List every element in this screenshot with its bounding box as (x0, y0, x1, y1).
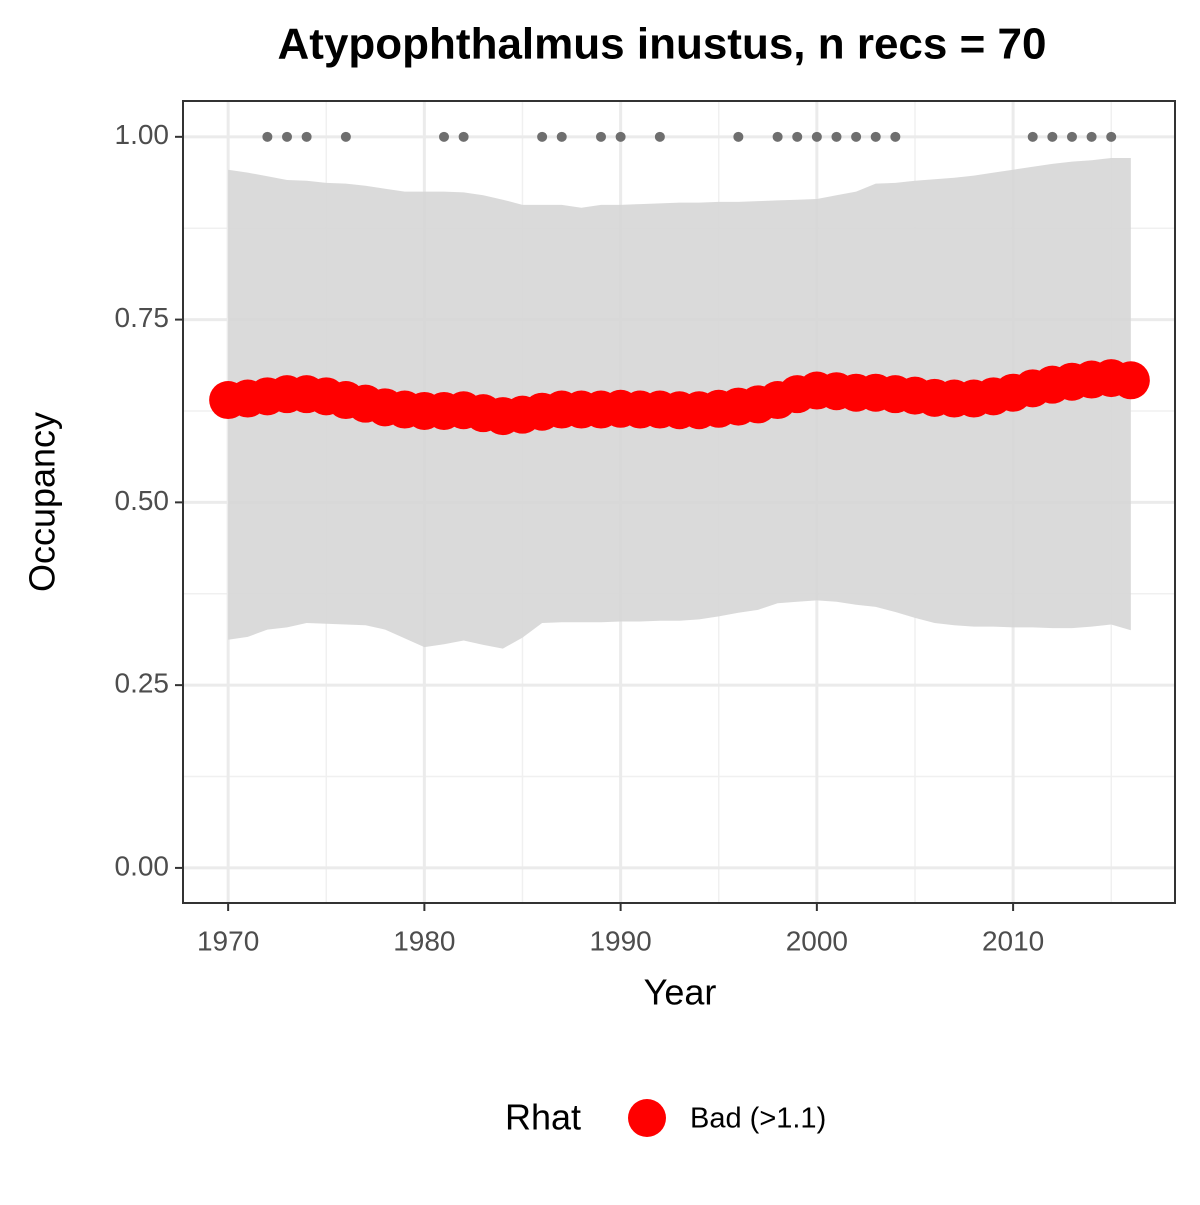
y-tick-label: 0.00 (115, 850, 170, 881)
record-dot (772, 131, 783, 142)
record-dot (831, 131, 842, 142)
x-tick-label: 2000 (786, 925, 848, 956)
record-dot (870, 131, 881, 142)
occupancy-point (1111, 361, 1150, 400)
x-tick-label: 2010 (982, 925, 1044, 956)
record-dot (851, 131, 862, 142)
record-dot (1106, 131, 1117, 142)
x-tick-label: 1980 (393, 925, 455, 956)
record-dot (301, 131, 312, 142)
record-dot (282, 131, 293, 142)
record-dot (1027, 131, 1038, 142)
chart-title: Atypophthalmus inustus, n recs = 70 (278, 20, 1047, 69)
y-axis-title: Occupancy (22, 412, 63, 592)
record-dot (595, 131, 606, 142)
legend-swatch (628, 1099, 666, 1137)
record-dot (811, 131, 822, 142)
record-dot (1066, 131, 1077, 142)
record-dot (1047, 131, 1058, 142)
record-dot (1086, 131, 1097, 142)
y-tick-label: 0.75 (115, 302, 170, 333)
record-dot (537, 131, 548, 142)
record-dot (439, 131, 450, 142)
legend-label: Bad (>1.1) (690, 1103, 826, 1135)
record-dot (556, 131, 567, 142)
y-tick-label: 0.25 (115, 668, 170, 699)
legend-title: Rhat (505, 1097, 581, 1138)
record-dot (458, 131, 469, 142)
x-tick-label: 1990 (589, 925, 651, 956)
record-dot (340, 131, 351, 142)
record-dot (615, 131, 626, 142)
y-tick-label: 0.50 (115, 485, 170, 516)
record-dot (262, 131, 273, 142)
y-tick-label: 1.00 (115, 119, 170, 150)
plot-border (182, 100, 1176, 904)
x-tick-label: 1970 (197, 925, 259, 956)
record-dot (733, 131, 744, 142)
record-dot (792, 131, 803, 142)
record-dot (654, 131, 665, 142)
x-axis-title: Year (644, 972, 717, 1013)
record-dot (890, 131, 901, 142)
